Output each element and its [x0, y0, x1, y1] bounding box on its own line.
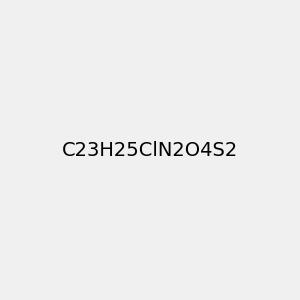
Text: C23H25ClN2O4S2: C23H25ClN2O4S2	[62, 140, 238, 160]
